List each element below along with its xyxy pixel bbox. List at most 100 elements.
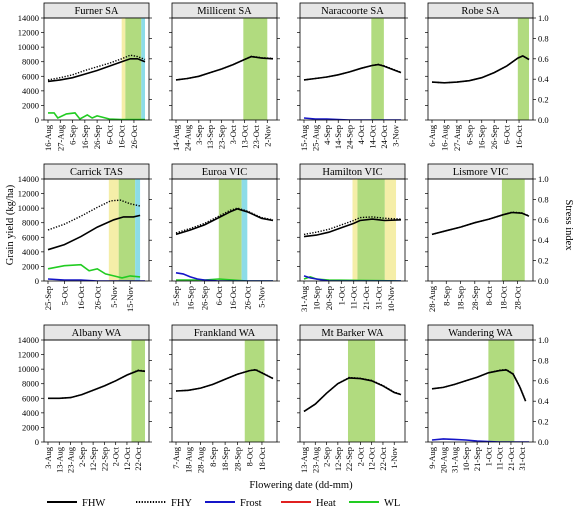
x-tick-label: 27-Aug [55,124,65,151]
flowering-windows [488,340,515,442]
window-yellow [384,179,397,281]
x-tick-label: 24-Oct [379,124,389,148]
x-tick-label: 16-Aug [439,124,449,151]
series-fhw-line [431,211,530,236]
x-tick-label: 20-Aug [438,446,448,473]
panel-frame [299,178,406,282]
x-tick-label: 16-Oct [117,124,127,148]
y-tick-label: 2000 [22,100,39,110]
y-tick-label: 0 [35,276,39,286]
x-tick-label: 3-Nov [390,124,400,146]
panel-title: Mt Barker WA [321,328,384,339]
panel-title: Lismore VIC [453,167,509,178]
y2-tick-label: 0.8 [538,33,549,43]
panel-title: Millicent SA [197,6,252,17]
panel-lismore-vic: Lismore VIC 0.0 0.2 0.4 0.6 0.8 1.0 28-Aug 8-Sep… [425,163,549,312]
x-tick-label: 2-Oct [355,446,365,466]
window-green [501,179,525,281]
x-tick-label: 2-Nov [262,124,272,146]
x-tick-label: 22-Oct [133,446,143,470]
y-tick-label: 4000 [22,86,39,96]
series-lines [303,376,402,413]
y-tick-label: 10000 [18,42,39,52]
x-tick-label: 8-Oct [245,446,255,466]
y2-tick-label: 1.0 [538,13,549,23]
panel-frankland-wa: Frankland WA 7-Aug 18-Aug 28-Aug 8-Sep 18-Sep… [169,324,280,473]
x-tick-label: 2-Oct [111,446,121,466]
panel-frame [427,178,534,282]
panel-title: Furner SA [74,6,118,17]
x-tick-label: 26-Oct [92,285,102,309]
x-tick-label: 6-Sep [68,125,78,145]
series-fhw-line [303,377,402,413]
panel-title: Frankland WA [194,328,256,339]
x-tick-label: 6-Aug [427,124,437,146]
series-fhw-line [47,214,141,251]
panel-frame [171,17,278,121]
x-tick-label: 15-Aug [299,124,309,151]
flowering-windows [352,179,397,281]
x-tick-label: 7-Aug [171,446,181,468]
x-tick-label: 28-Aug [196,446,206,473]
x-tick-label: 31-Oct [374,285,384,309]
series-lines [47,199,145,281]
window-green [488,340,515,442]
y-tick-label: 8000 [22,379,39,389]
y-tick-label: 14000 [18,174,39,184]
legend-label: FHY [171,498,192,509]
x-tick-label: 16-Sep [80,125,90,149]
flowering-windows [121,18,145,120]
y-tick-label: 6000 [22,232,39,242]
y2-tick-label: 0.4 [538,74,549,84]
panel-title: Robe SA [461,6,500,17]
panel-frame [299,339,406,443]
series-fhy-line [47,199,141,231]
x-tick-label: 6-Oct [104,124,114,144]
y-tick-label: 4000 [22,408,39,418]
y-tick-label: 0 [35,437,39,447]
y-tick-label: 8000 [22,218,39,228]
x-tick-label: 13-Aug [54,446,64,473]
window-cyan [141,18,145,120]
legend: FHW FHY Frost Heat WL [47,498,400,509]
x-tick-label: 22-Sep [344,447,354,471]
x-tick-label: 1-Oct [336,285,346,305]
panel-frame [171,339,278,443]
x-tick-label: 16-Sep [185,286,195,310]
panel-carrick-tas: Carrick TAS 0 2000 4000 6000 8000 10000 12000 14… [18,163,152,312]
window-green [357,179,385,281]
x-tick-label: 23-Oct [251,124,261,148]
series-fhy-line [47,54,146,81]
panel-robe-sa: Robe SA 0.0 0.2 0.4 0.6 0.8 1.0 6-Aug 16-Aug 27-A… [425,2,549,151]
x-tick-label: 8-Oct [484,285,494,305]
window-green [243,18,268,120]
window-green [371,18,384,120]
series-lines [47,54,146,120]
x-tick-label: 14-Aug [171,124,181,151]
panel-frame [43,17,150,121]
panel-hamilton-vic: Hamilton VIC 31-Aug 10-Sep 20-Sep 1-Oct 11-Oc… [297,163,408,312]
panel-title: Hamilton VIC [322,167,382,178]
window-green [218,179,242,281]
y2-tick-label: 0.0 [538,276,549,286]
x-tick-label: 27-Aug [452,124,462,151]
x-tick-label: 26-Sep [92,125,102,149]
y-axis-label-right: Stress index [563,199,574,251]
x-tick-label: 28-Oct [513,285,523,309]
flowering-windows [218,179,248,281]
flowering-windows [347,340,376,442]
series-fhw-line [431,369,527,402]
x-tick-label: 16-Sep [477,125,487,149]
x-tick-label: 14-Sep [333,125,343,149]
x-tick-label: 26-Oct [242,285,252,309]
flowering-windows [108,179,141,281]
y-tick-label: 2000 [22,422,39,432]
x-tick-label: 28-Sep [232,447,242,471]
series-fhw-line [47,58,146,83]
x-tick-label: 31-Aug [299,285,309,312]
window-green [244,340,265,442]
y2-tick-label: 1.0 [538,335,549,345]
legend-item-frost: Frost [205,498,262,509]
series-lines [48,369,146,400]
